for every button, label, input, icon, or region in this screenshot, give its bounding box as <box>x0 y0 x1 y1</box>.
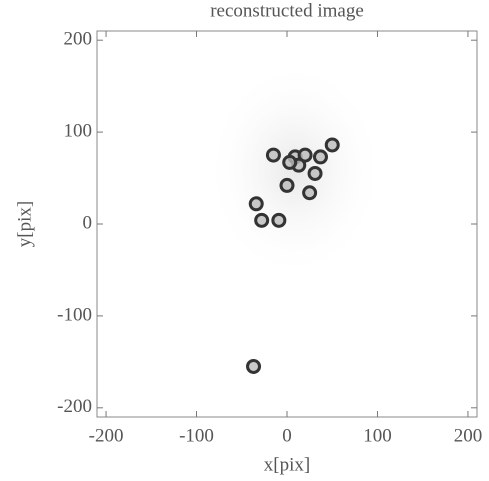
y-tick-label: 0 <box>83 212 93 233</box>
y-tick-label: -100 <box>57 304 92 325</box>
point <box>248 196 264 212</box>
y-tick-label: 200 <box>64 29 93 50</box>
x-axis-label: x[pix] <box>264 454 310 475</box>
chart-title: reconstructed image <box>210 0 364 21</box>
point <box>265 147 281 163</box>
y-axis-label: y[pix] <box>14 201 35 247</box>
point <box>324 137 340 153</box>
point <box>297 147 313 163</box>
x-tick-label: 0 <box>282 425 292 446</box>
y-tick-label: -200 <box>57 396 92 417</box>
x-tick-label: 100 <box>363 425 392 446</box>
x-tick-label: -100 <box>179 425 214 446</box>
point <box>302 185 318 201</box>
point <box>254 212 270 228</box>
y-tick-label: 100 <box>64 120 93 141</box>
point <box>307 165 323 181</box>
point <box>271 212 287 228</box>
point <box>312 149 328 165</box>
point <box>246 358 262 374</box>
point <box>279 177 295 193</box>
x-tick-label: 200 <box>454 425 483 446</box>
x-tick-label: -200 <box>89 425 124 446</box>
point <box>282 154 298 170</box>
